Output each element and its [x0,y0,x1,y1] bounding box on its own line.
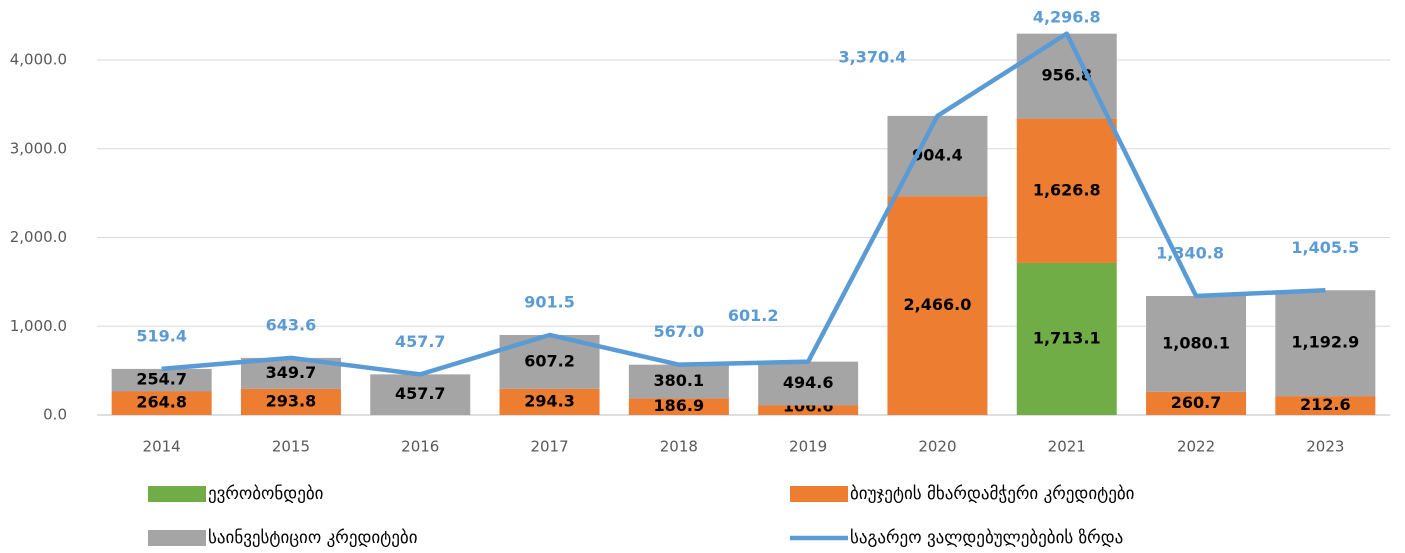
y-tick-label: 0.0 [43,406,67,424]
legend-swatch [148,530,206,546]
line-value-label: 567.0 [654,322,705,341]
bar-value-label: 349.7 [266,363,317,382]
bar-segment [499,388,600,415]
bar-segment [1016,262,1117,415]
legend-label: საგარეო ვალდებულებების ზრდა [850,528,1123,548]
x-tick-label: 2015 [272,438,310,456]
x-tick-label: 2019 [789,438,827,456]
x-tick-label: 2021 [1048,438,1086,456]
bar-value-label: 254.7 [136,370,187,389]
line-series [161,31,1326,377]
bar-segment [887,196,988,415]
legend-label: ევრობონდები [208,484,323,504]
bar-value-label: 186.9 [654,396,705,415]
bar-segment [628,398,729,415]
line-value-label: 519.4 [136,326,187,345]
line-value-label: 643.6 [266,315,317,334]
line-value-label: 601.2 [728,306,779,325]
bar-value-label: 294.3 [524,391,575,410]
bar-value-label: 457.7 [395,384,446,403]
line-value-label: 3,370.4 [839,47,907,66]
x-tick-label: 2016 [401,438,439,456]
bar-value-label: 260.7 [1171,393,1222,412]
bar-segment [758,361,859,406]
bar-segment [758,405,859,415]
line-value-label: 1,405.5 [1291,238,1359,257]
line-value-label: 4,296.8 [1033,8,1101,27]
x-tick-label: 2014 [143,438,181,456]
bar-segment [111,391,212,415]
bar-value-label: 494.6 [783,373,834,392]
bar-value-label: 1,713.1 [1033,328,1101,347]
bar-value-label: 607.2 [524,351,575,370]
bar-value-label: 1,080.1 [1162,333,1230,352]
bar-segment [1146,296,1247,392]
bar-segment [1275,290,1376,397]
legend-swatch [790,486,848,502]
x-tick-label: 2017 [530,438,568,456]
legend-swatch [148,486,206,502]
bar-value-label: 380.1 [654,371,705,390]
y-tick-label: 2,000.0 [10,228,67,246]
bar-segment [1146,391,1247,415]
bar-value-label: 956.8 [1041,66,1092,85]
legend-label: ბიუჯეტის მხარდამჭერი კრედიტები [850,484,1134,504]
bar-value-label: 1,192.9 [1291,333,1359,352]
bar-segment [628,364,729,399]
line-value-label: 1,340.8 [1156,244,1224,263]
bar-value-label: 293.8 [266,391,317,410]
x-tick-label: 2022 [1177,438,1215,456]
x-tick-label: 2018 [660,438,698,456]
y-tick-label: 4,000.0 [10,51,67,69]
bar-segment [111,368,212,392]
bar-segment [1016,118,1117,263]
x-tick-label: 2020 [918,438,956,456]
line-value-label: 901.5 [524,292,575,311]
y-tick-label: 1,000.0 [10,317,67,335]
bar-segment [240,388,341,415]
bar-segment [370,374,471,415]
bar-value-label: 2,466.0 [904,295,972,314]
bar-value-label: 212.6 [1300,395,1351,414]
x-tick-label: 2023 [1306,438,1344,456]
line-value-label: 457.7 [395,332,446,351]
bar-segment [1275,396,1376,415]
bar-value-label: 904.4 [912,146,963,165]
legend-label: საინვესტიციო კრედიტები [208,528,418,548]
bar-value-label: 264.8 [136,393,187,412]
y-tick-label: 3,000.0 [10,139,67,157]
bar-value-label: 1,626.8 [1033,180,1101,199]
